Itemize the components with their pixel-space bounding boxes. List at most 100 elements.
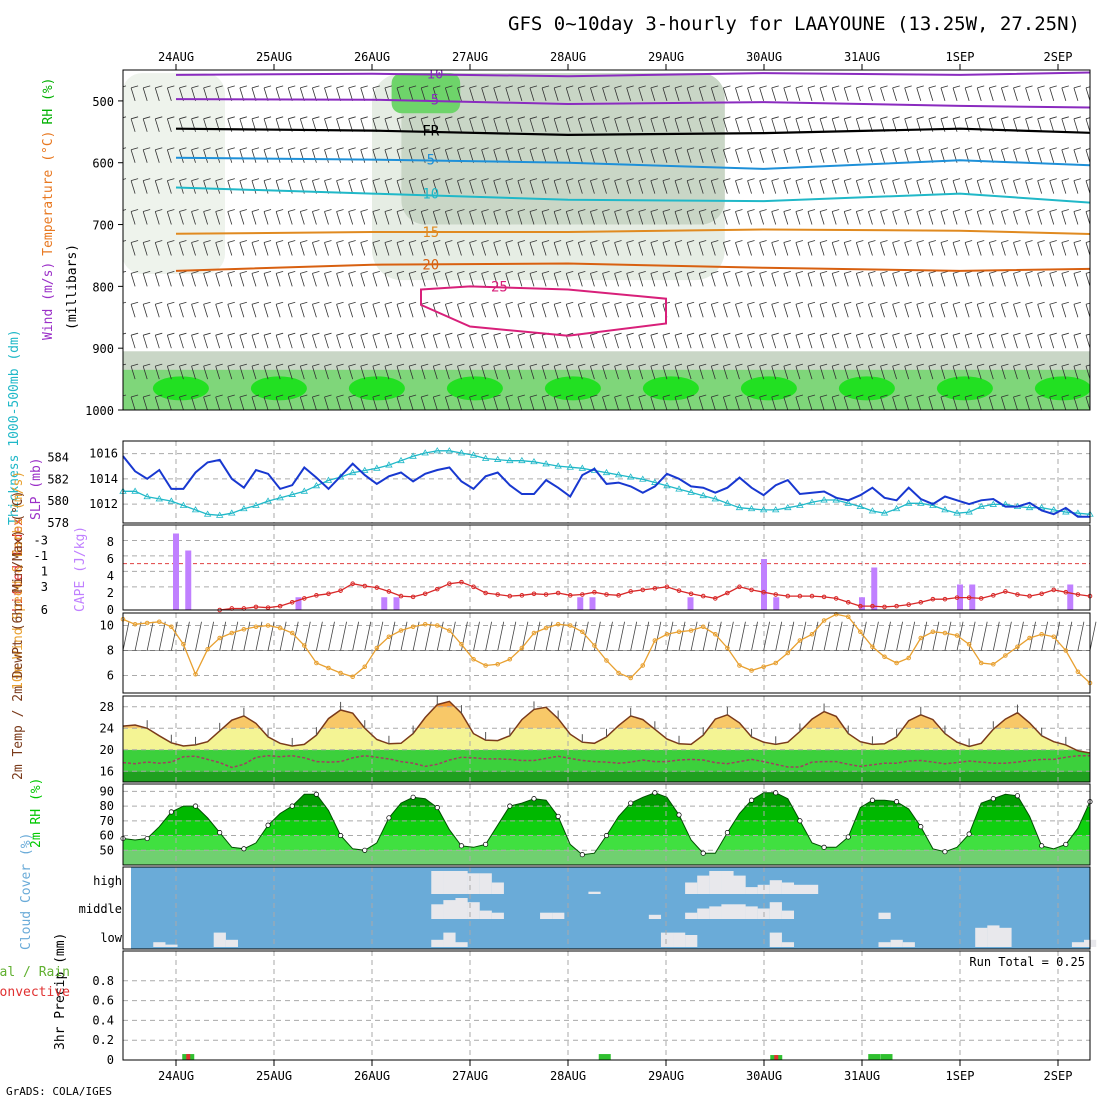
wind-barb xyxy=(1025,242,1030,256)
wind-barb xyxy=(1073,273,1079,287)
wind-barb xyxy=(892,211,897,225)
wind-barb xyxy=(348,363,356,367)
wind-barb xyxy=(711,85,719,89)
wind-barb xyxy=(288,301,296,305)
wind-barb xyxy=(481,147,489,151)
wind-barb xyxy=(1073,332,1082,336)
wind-barb xyxy=(868,335,873,349)
wind-barb xyxy=(227,242,233,256)
wind-barb xyxy=(783,335,789,349)
cloud-low-bar xyxy=(999,927,1012,947)
wind-speed-point xyxy=(1051,634,1057,640)
wind-barb xyxy=(191,332,199,336)
cloud-high-bar xyxy=(467,873,480,894)
wind-barb xyxy=(167,178,175,182)
wind-barb xyxy=(747,365,752,380)
wind-barb xyxy=(650,363,658,367)
wind-barb xyxy=(554,301,562,305)
wind-barb xyxy=(1025,87,1030,102)
wind-barb xyxy=(179,396,184,410)
wind-barb xyxy=(1013,332,1021,336)
wind-barb xyxy=(445,301,453,305)
wind-barb xyxy=(1013,396,1018,410)
wind-barb xyxy=(855,87,861,102)
wind-barb xyxy=(855,365,861,380)
wind-barb xyxy=(1085,304,1090,318)
wind-barb xyxy=(191,211,196,225)
wind-barb xyxy=(384,396,390,410)
side-label-part: RH (%) xyxy=(41,78,56,125)
wind-barb xyxy=(819,242,825,256)
wind-barb xyxy=(1061,240,1069,243)
wind-barb xyxy=(977,85,985,89)
wind-barb xyxy=(904,365,910,380)
wind-barb xyxy=(771,116,779,120)
wind-barb xyxy=(457,304,462,318)
wind-barb xyxy=(783,178,791,182)
wind-barb xyxy=(396,211,402,225)
wind-speed-point xyxy=(906,655,911,661)
wind-barb xyxy=(469,332,477,336)
wind-barb xyxy=(819,178,828,182)
wind-barb xyxy=(408,304,414,318)
wind-barb xyxy=(227,147,235,151)
cloud-high-bar xyxy=(733,875,746,894)
wind-barb xyxy=(795,394,804,398)
wind-barb xyxy=(1013,363,1021,367)
wind-barb xyxy=(457,178,465,182)
wind-barb xyxy=(529,363,538,367)
wind-barb xyxy=(940,396,946,410)
cloud-middle-bar xyxy=(781,910,795,919)
wind-barb xyxy=(215,273,221,287)
wind-barb xyxy=(276,85,284,89)
wind-barb xyxy=(215,211,221,225)
wind-barb xyxy=(167,147,175,151)
wind-barb xyxy=(638,270,646,274)
wind-barb-staff xyxy=(702,621,710,651)
wind-barb xyxy=(795,180,801,194)
wind-barb xyxy=(710,242,716,256)
wind-barb xyxy=(723,240,731,243)
wind-barb xyxy=(288,270,296,274)
wind-barb xyxy=(469,240,477,243)
wind-barb xyxy=(856,363,864,367)
wind-barb xyxy=(735,242,740,256)
rh-point xyxy=(676,812,682,818)
wind-barb xyxy=(553,304,559,318)
wind-barb xyxy=(880,335,885,349)
bottom-date-label: 26AUG xyxy=(354,1069,390,1083)
wind-barb xyxy=(517,118,523,132)
wind-barb xyxy=(215,240,223,243)
wind-barb xyxy=(831,365,837,380)
wind-barb xyxy=(602,304,607,318)
wind-barb xyxy=(566,270,574,274)
wind-barb xyxy=(336,365,341,380)
wind-barb xyxy=(469,209,477,212)
wind-barb xyxy=(964,365,970,380)
wind-barb xyxy=(1001,149,1006,163)
wind-barb-staff xyxy=(1065,621,1073,651)
wind-barb xyxy=(420,180,426,194)
wind-barb-staff xyxy=(303,621,311,651)
wind-barb xyxy=(759,87,765,102)
wind-barb xyxy=(276,301,284,305)
wind-barb xyxy=(831,273,837,287)
wind-barb xyxy=(130,365,136,380)
wind-barb xyxy=(722,211,728,225)
wind-barb xyxy=(565,180,571,194)
wind-barb xyxy=(360,363,368,367)
wind-barb xyxy=(215,242,221,256)
wind-barb-staff xyxy=(195,621,202,651)
wind-barb xyxy=(384,209,393,212)
wind-barb xyxy=(638,178,646,182)
wind-barb xyxy=(566,394,574,398)
wind-barb xyxy=(952,365,958,380)
wind-barb xyxy=(155,332,163,336)
wind-speed-point xyxy=(749,668,754,673)
wind-barb xyxy=(1037,270,1045,274)
li-tick-label: -3 xyxy=(34,533,48,547)
wind-barb xyxy=(674,178,683,182)
thickness-tick-label: 580 xyxy=(47,494,69,508)
wind-barb-staff xyxy=(122,621,130,651)
wind-speed-point xyxy=(374,645,380,651)
